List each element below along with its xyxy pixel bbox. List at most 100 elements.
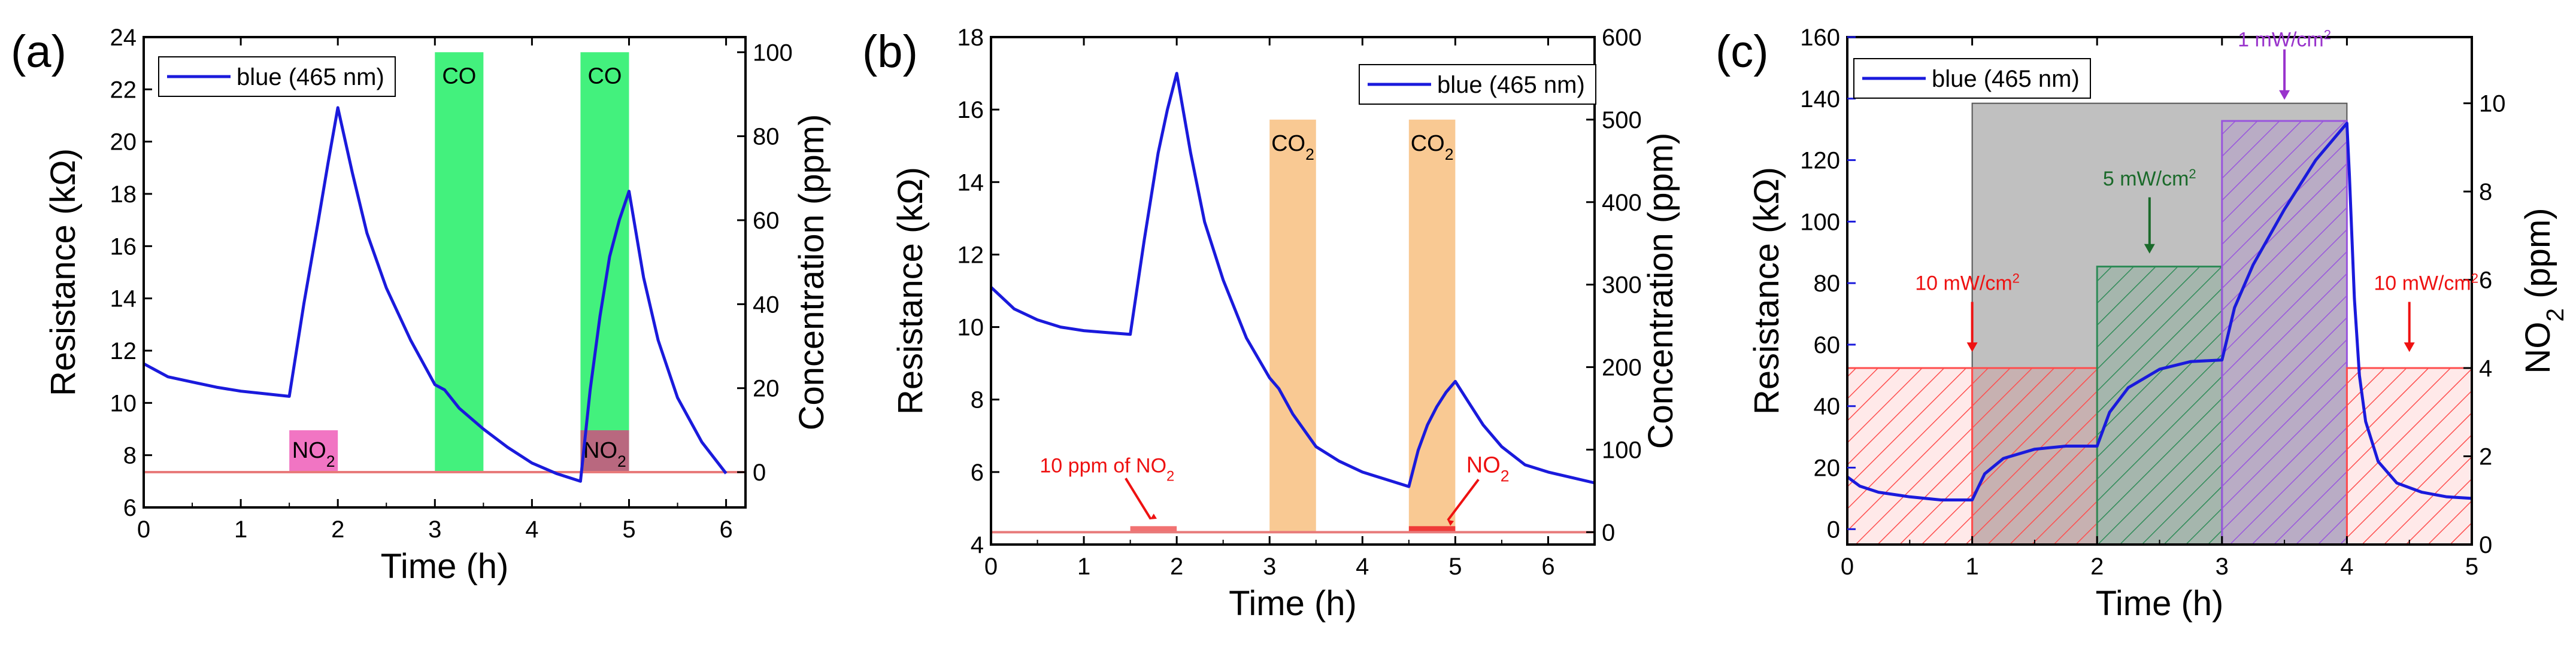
- y2-tick-label: 100: [1602, 437, 1642, 463]
- panel-letter: (c): [1716, 26, 1769, 77]
- y2-tick-label: 200: [1602, 355, 1642, 381]
- y-tick-label: 20: [1814, 455, 1841, 482]
- y2-tick-label: 4: [2479, 355, 2492, 382]
- y-axis-label: Resistance (kΩ): [44, 148, 83, 396]
- y2-tick-label: 40: [753, 291, 780, 318]
- y2-tick-label: 2: [2479, 444, 2492, 470]
- power-arrowhead: [2404, 342, 2415, 352]
- legend-label: blue (465 nm): [1437, 72, 1585, 98]
- gas-pulse-bar: [1130, 526, 1177, 533]
- y2-tick-label: 100: [753, 39, 793, 66]
- x-tick-label: 3: [2216, 554, 2229, 580]
- x-tick-label: 6: [719, 516, 732, 543]
- x-tick-label: 4: [2340, 554, 2353, 580]
- y-tick-label: 10: [110, 390, 137, 416]
- x-tick-label: 0: [1841, 554, 1854, 580]
- y-tick-label: 12: [957, 242, 984, 268]
- y2-tick-label: 0: [1602, 519, 1615, 546]
- y-tick-label: 0: [1827, 516, 1840, 543]
- power-annotation: 5 mW/cm2: [2103, 166, 2196, 190]
- annotation-text: NO2: [1466, 452, 1510, 485]
- x-axis-label: Time (h): [1229, 584, 1357, 623]
- power-arrowhead: [2279, 90, 2290, 100]
- gas-pulse-label: CO: [442, 63, 476, 89]
- x-tick-label: 3: [1263, 554, 1276, 580]
- y-tick-label: 22: [110, 77, 137, 103]
- x-tick-label: 2: [331, 516, 344, 543]
- y-tick-label: 14: [110, 286, 137, 312]
- gas-pulse-label: NO2: [583, 438, 626, 470]
- y2-tick-label: 10: [2479, 91, 2506, 117]
- power-annotation: 10 mW/cm2: [1915, 270, 2020, 295]
- y-tick-label: 100: [1800, 209, 1840, 235]
- y-tick-label: 40: [1814, 394, 1841, 420]
- annotation-arrow: [1447, 479, 1480, 526]
- panel-letter: (a): [11, 26, 66, 77]
- y-tick-label: 20: [110, 129, 137, 156]
- y2-tick-label: 20: [753, 376, 780, 402]
- series-line: [990, 72, 1595, 488]
- plot-frame: [990, 36, 1596, 546]
- y2-tick-label: 60: [753, 208, 780, 234]
- x-axis-label: Time (h): [2096, 584, 2224, 623]
- y-tick-label: 8: [123, 443, 137, 469]
- y-tick-label: 8: [971, 387, 984, 413]
- gas-pulse-bar: [1408, 526, 1456, 533]
- gas-pulse-bar: [580, 430, 629, 473]
- y-tick-label: 6: [123, 495, 137, 521]
- y2-tick-label: 400: [1602, 190, 1642, 216]
- no2-step-hatch: [2221, 120, 2348, 546]
- y-tick-label: 24: [110, 25, 137, 51]
- x-tick-label: 0: [137, 516, 150, 543]
- x-tick-label: 5: [2465, 554, 2478, 580]
- x-tick-label: 1: [234, 516, 247, 543]
- y-tick-label: 4: [971, 532, 984, 558]
- gas-pulse-bar: [1269, 119, 1316, 533]
- panel-letter: (b): [862, 26, 918, 77]
- y-tick-label: 160: [1800, 25, 1840, 51]
- y2-tick-label: 8: [2479, 179, 2492, 205]
- gas-pulse-bar: [289, 430, 338, 473]
- y2-tick-label: 600: [1602, 25, 1642, 51]
- y2-axis-label: NO2 (ppm): [2519, 208, 2569, 373]
- y-tick-label: 60: [1814, 332, 1841, 358]
- gas-pulse-label: CO: [587, 63, 622, 89]
- legend-label: blue (465 nm): [1932, 66, 2080, 92]
- no2-step-hatch: [1971, 367, 2098, 546]
- x-axis-label: Time (h): [381, 547, 509, 586]
- x-tick-label: 4: [525, 516, 538, 543]
- power-annotation: 1 mW/cm2: [2238, 27, 2331, 51]
- y-tick-label: 14: [957, 169, 984, 196]
- legend-label: blue (465 nm): [237, 64, 384, 90]
- plot-frame: [143, 36, 747, 509]
- y-tick-label: 140: [1800, 86, 1840, 112]
- y-tick-label: 18: [110, 181, 137, 208]
- y2-axis-label: Concentration (ppm): [1641, 133, 1680, 449]
- gas-pulse-bar: [1408, 119, 1456, 533]
- series-line: [143, 106, 728, 483]
- power-arrowhead: [2144, 244, 2155, 254]
- x-tick-label: 4: [1356, 554, 1369, 580]
- x-tick-label: 5: [622, 516, 635, 543]
- y-axis-label: Resistance (kΩ): [891, 167, 930, 415]
- series-line: [1846, 121, 2472, 501]
- y2-tick-label: 6: [2479, 267, 2492, 294]
- y-tick-label: 10: [957, 315, 984, 341]
- y-tick-label: 18: [957, 25, 984, 51]
- x-tick-label: 2: [2090, 554, 2104, 580]
- y2-tick-label: 0: [753, 460, 766, 486]
- y-axis-label: Resistance (kΩ): [1747, 167, 1786, 415]
- x-tick-label: 5: [1448, 554, 1462, 580]
- gas-pulse-label: NO2: [292, 438, 335, 470]
- x-tick-label: 0: [984, 554, 998, 580]
- y-tick-label: 12: [110, 338, 137, 364]
- y-tick-label: 6: [971, 460, 984, 486]
- y-tick-label: 16: [110, 233, 137, 260]
- y2-tick-label: 80: [753, 124, 780, 150]
- gas-pulse-label: CO2: [1271, 131, 1314, 163]
- annotation-text: 10 ppm of NO2: [1040, 454, 1174, 484]
